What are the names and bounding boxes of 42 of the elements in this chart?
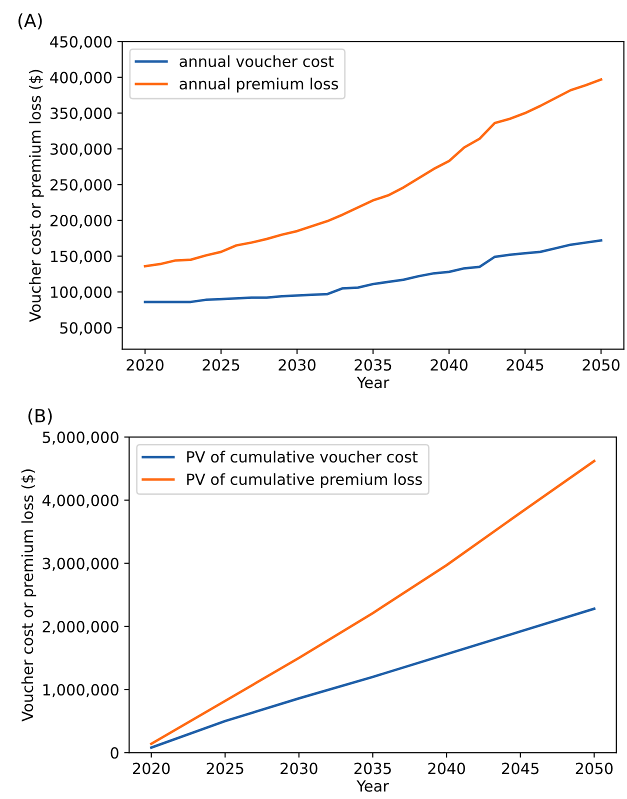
x-tick-label: 2035	[354, 359, 392, 371]
y-tick-label: 400,000	[50, 72, 112, 85]
x-axis-title: Year	[356, 780, 389, 792]
y-tick-label: 250,000	[50, 179, 112, 192]
legend-label: PV of cumulative premium loss	[187, 473, 422, 488]
y-tick-label: 150,000	[51, 250, 112, 264]
legend-label: PV of cumulative voucher cost	[187, 450, 418, 463]
y-tick-label: 2,000,000	[42, 620, 118, 634]
x-tick-label: 2030	[278, 359, 316, 371]
x-tick-label: 2045	[506, 359, 544, 371]
x-tick-label: 2020	[132, 762, 170, 774]
y-tick-label: 350,000	[50, 108, 112, 121]
x-axis-title: Year	[356, 376, 390, 388]
x-tick-label: 2045	[502, 762, 538, 774]
chart-title: (B)	[28, 408, 52, 425]
x-tick-label: 2025	[202, 359, 240, 371]
legend-label: annual premium loss	[180, 78, 338, 93]
x-tick-label: 2025	[206, 762, 244, 774]
y-tick-label: 200,000	[50, 214, 112, 228]
y-tick-label: 3,000,000	[42, 558, 118, 571]
y-tick-label: 1,000,000	[43, 684, 118, 698]
x-tick-label: 2050	[582, 359, 620, 371]
x-tick-label: 2040	[428, 762, 465, 774]
line-series	[144, 239, 602, 304]
y-tick-label: 50,000	[60, 322, 112, 336]
chart-title: (A)	[18, 13, 42, 30]
y-tick-label: 450,000	[50, 36, 112, 50]
x-tick-label: 2035	[354, 762, 391, 774]
x-tick-label: 2040	[430, 359, 468, 371]
line-series	[150, 607, 596, 749]
y-axis-title: Voucher cost or premium loss ($)	[29, 70, 44, 322]
x-tick-label: 2030	[280, 762, 318, 774]
x-tick-label: 2020	[126, 359, 164, 371]
y-tick-label: 4,000,000	[42, 494, 118, 508]
y-axis-title: Voucher cost or premium loss ($)	[21, 469, 36, 722]
line-series	[144, 78, 602, 268]
y-tick-label: 0	[110, 747, 118, 759]
legend-label: annual voucher cost	[180, 55, 334, 68]
y-tick-label: 5,000,000	[42, 432, 118, 445]
x-tick-label: 2050	[576, 762, 613, 774]
y-tick-label: 300,000	[50, 143, 112, 156]
y-tick-label: 100,000	[51, 286, 112, 300]
